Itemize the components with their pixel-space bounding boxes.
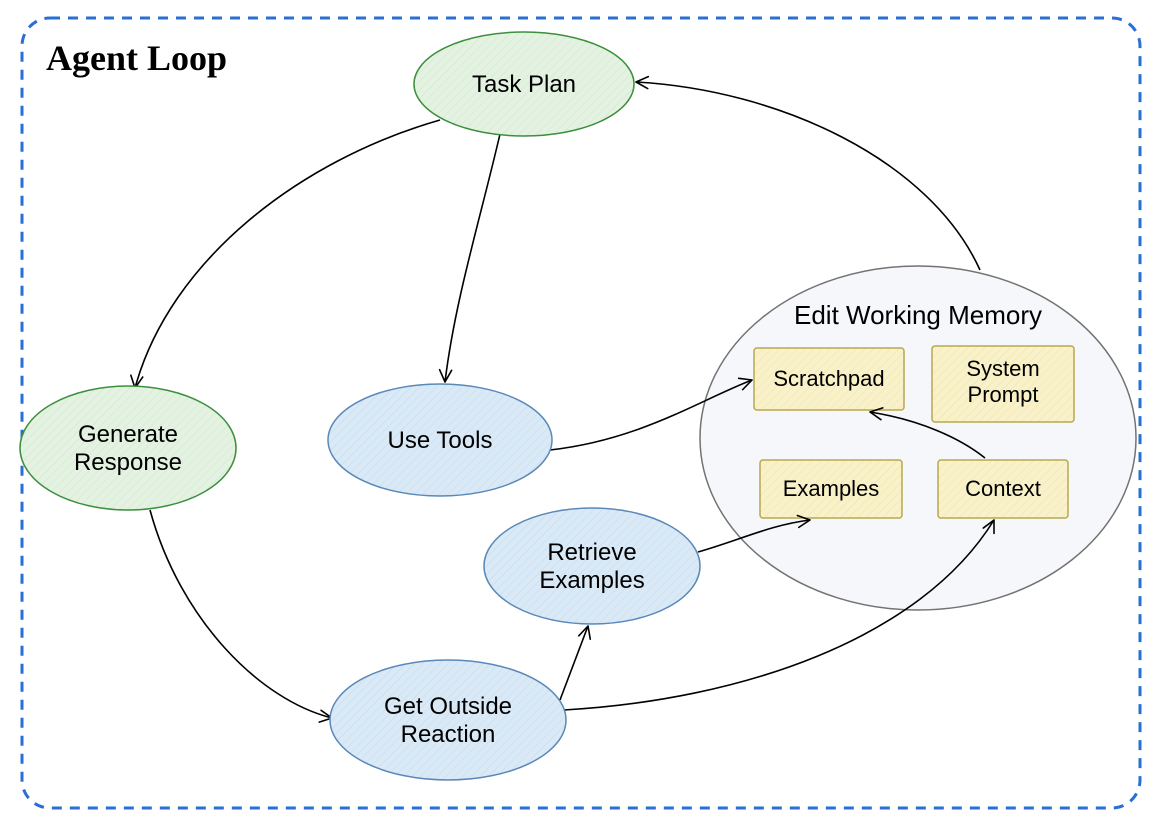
node-get_outside_reaction-label: Get OutsideReaction	[384, 693, 512, 748]
memory-box-examples-label: Examples	[783, 476, 880, 501]
agent-loop-title: Agent Loop	[46, 38, 227, 78]
node-retrieve_examples	[484, 508, 700, 624]
node-task_plan-label: Task Plan	[472, 71, 576, 98]
edge-taskplan-to-usetools	[445, 134, 500, 382]
node-generate_response-label: GenerateResponse	[74, 421, 182, 476]
node-generate_response	[20, 386, 236, 510]
edge-taskplan-to-generate	[135, 120, 440, 388]
node-retrieve_examples-label: RetrieveExamples	[539, 539, 644, 594]
memory-box-context-label: Context	[965, 476, 1041, 501]
edge-memory-to-taskplan	[636, 82, 980, 270]
memory-box-scratchpad-label: Scratchpad	[773, 366, 884, 391]
node-get_outside_reaction	[330, 660, 566, 780]
edge-getoutside-to-retrieve	[560, 626, 588, 700]
node-use_tools-label: Use Tools	[388, 427, 493, 454]
memory-box-system_prompt-label: SystemPrompt	[966, 356, 1039, 407]
edge-generate-to-getoutside	[150, 510, 332, 718]
edit-working-memory-title: Edit Working Memory	[794, 300, 1042, 330]
